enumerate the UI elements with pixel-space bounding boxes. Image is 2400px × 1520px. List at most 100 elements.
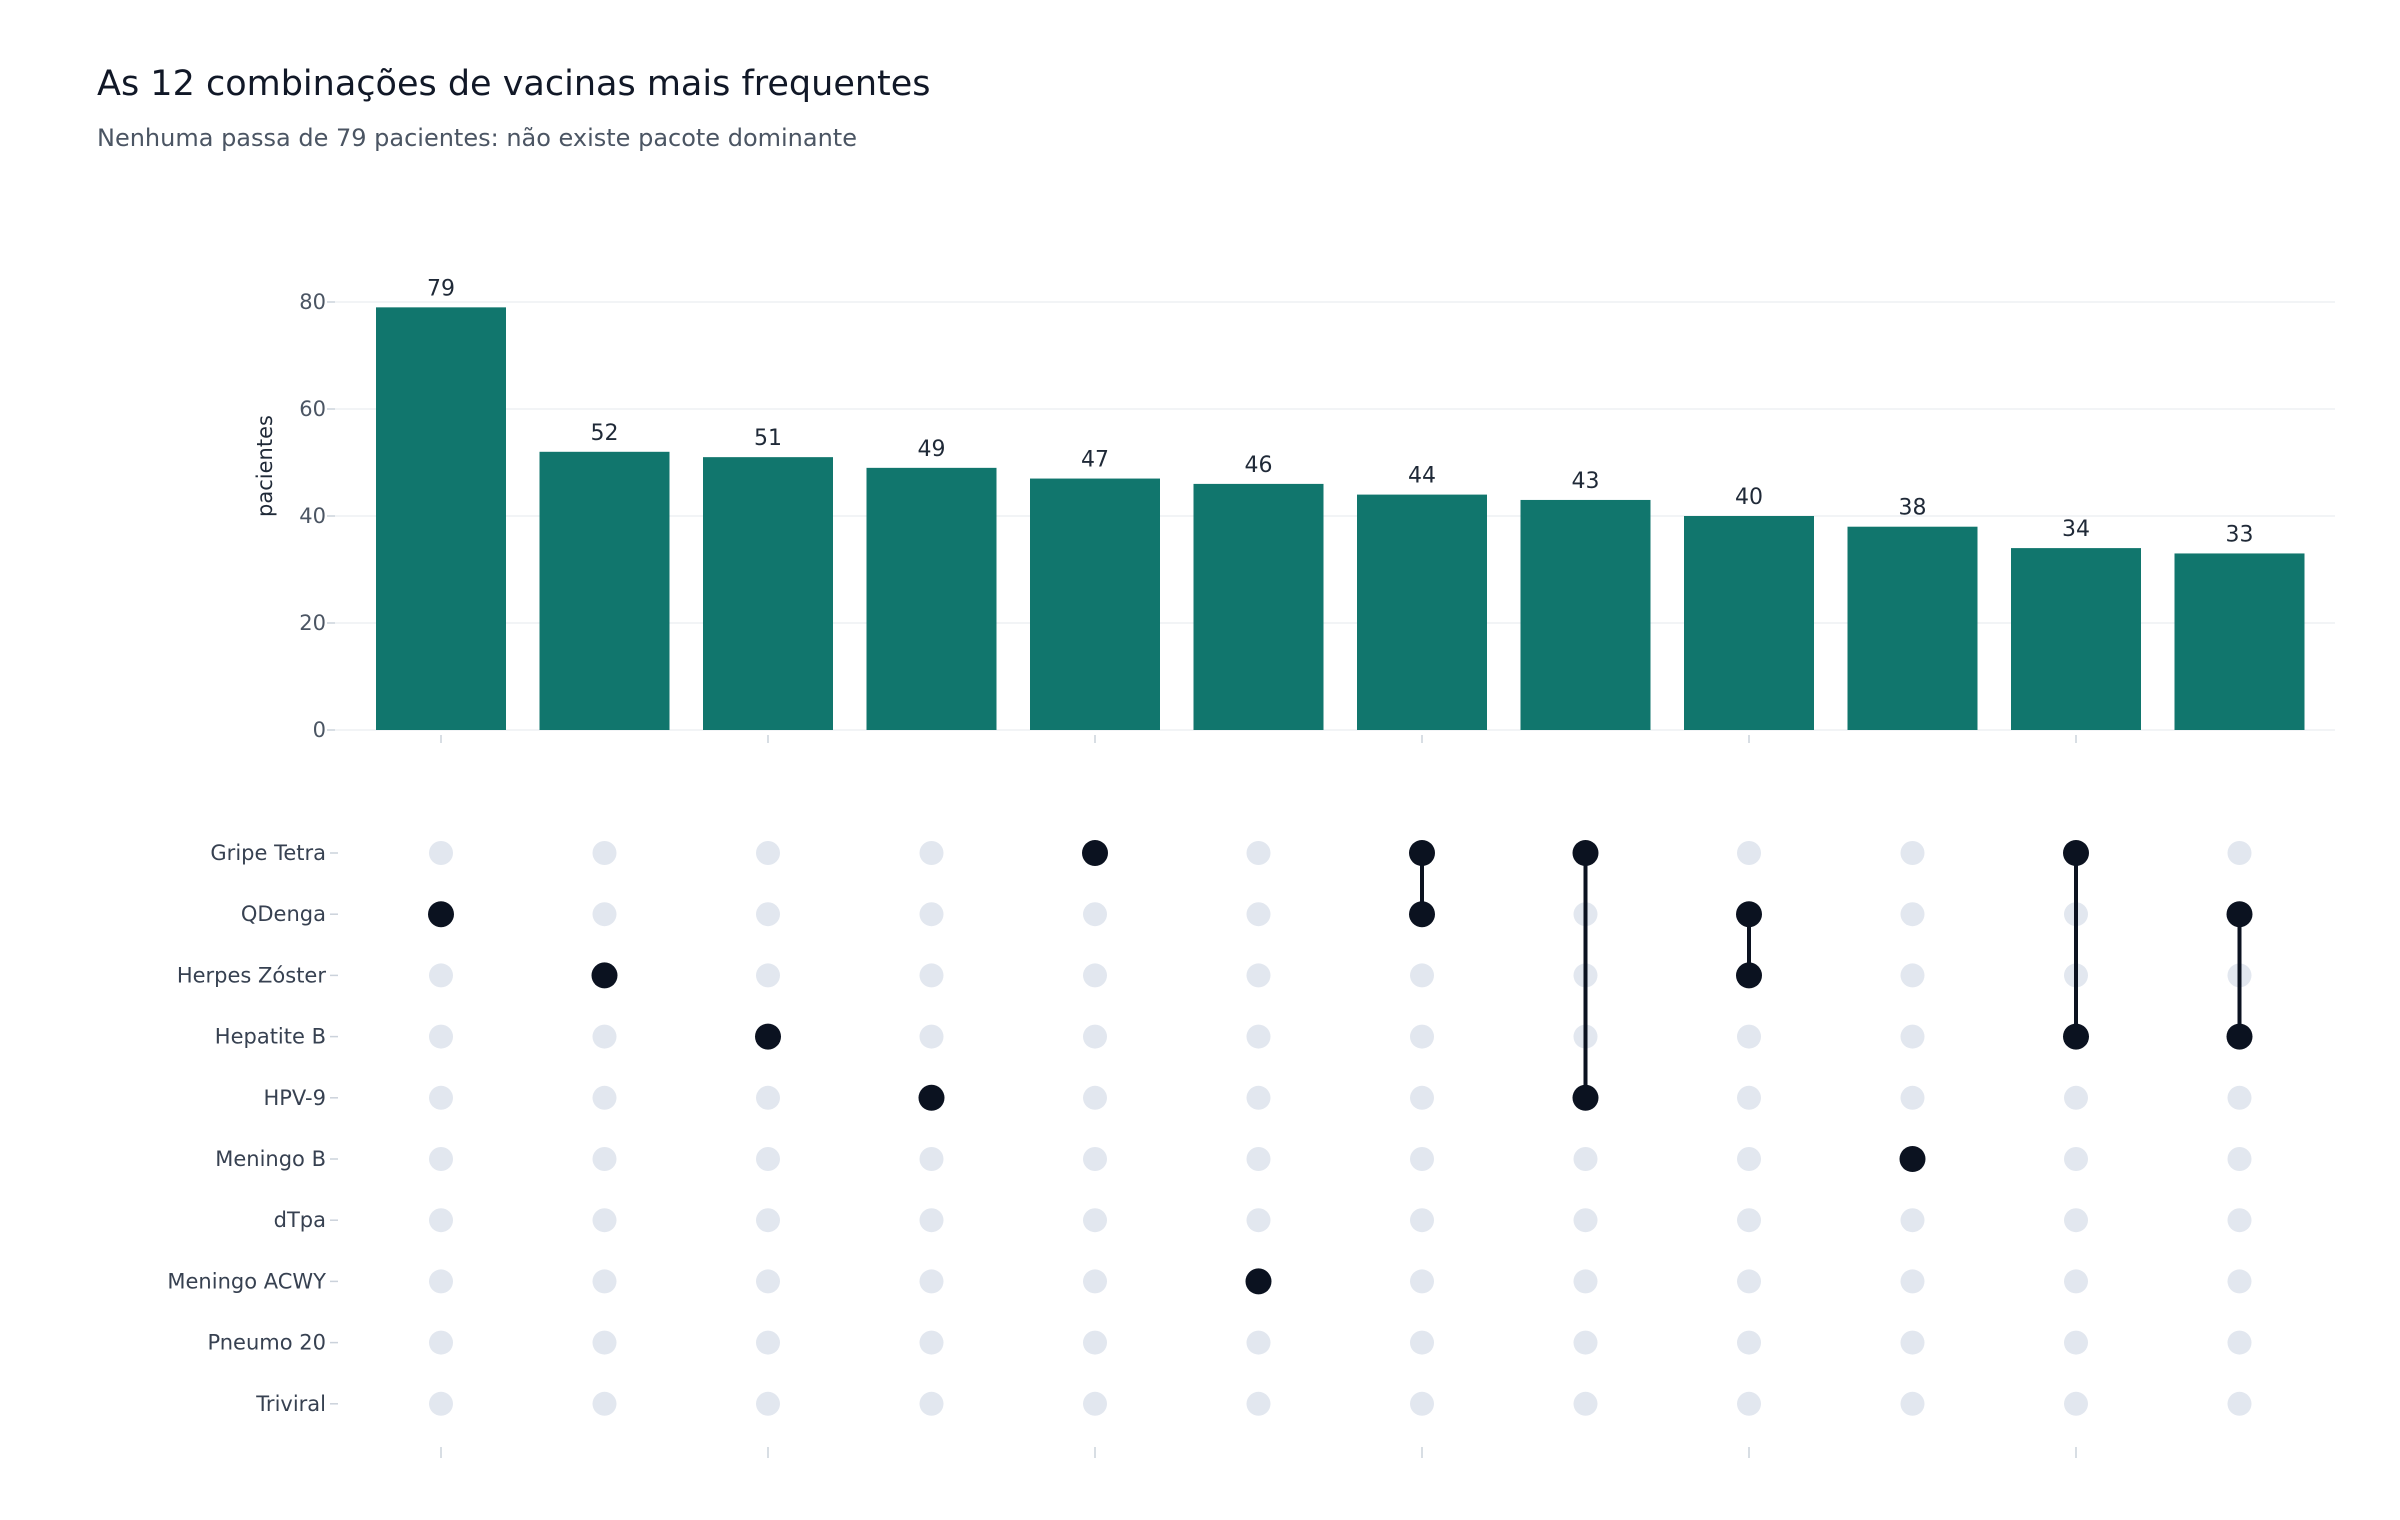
matrix-dot-inactive [1410, 1269, 1434, 1294]
matrix-dot-inactive [756, 1269, 780, 1294]
matrix-dot-inactive [2227, 1085, 2252, 1110]
matrix-dot-inactive [1410, 963, 1434, 988]
matrix-dot-inactive [1900, 1330, 1925, 1355]
bar [2011, 548, 2141, 730]
matrix-dot-inactive [2064, 1391, 2088, 1416]
matrix-dot-inactive [919, 902, 944, 927]
matrix-dot-inactive [1083, 963, 1107, 988]
matrix-dot-inactive [1410, 1330, 1434, 1355]
matrix-dot-active [2063, 1023, 2089, 1050]
matrix-dot-inactive [919, 841, 944, 865]
bar-value-label: 44 [1408, 464, 1436, 489]
matrix-dot-active [1899, 1146, 1926, 1172]
matrix-dot-inactive [919, 1391, 944, 1416]
matrix-dot-inactive [919, 1024, 944, 1049]
matrix-dot-inactive [1083, 1147, 1107, 1171]
matrix-dot-inactive [1573, 1391, 1598, 1416]
matrix-dot-inactive [756, 963, 780, 988]
bar [1030, 478, 1160, 730]
bar-value-label: 79 [427, 276, 455, 301]
set-label: HPV-9 [263, 1086, 326, 1110]
matrix-dot-inactive [1737, 1269, 1761, 1294]
matrix-dot-inactive [592, 1024, 617, 1049]
matrix-dot-inactive [1246, 1085, 1271, 1110]
y-tick-labels: 0 20 40 60 80 [299, 290, 326, 742]
matrix-dot-active [1082, 840, 1108, 866]
bar [539, 451, 670, 730]
matrix-dot-inactive [429, 1208, 453, 1233]
matrix-dot-inactive [1083, 902, 1107, 927]
matrix-dot-inactive [592, 1391, 617, 1416]
matrix-dot-inactive [592, 841, 617, 865]
matrix-dot-inactive [429, 1024, 453, 1049]
matrix-dot-inactive [1246, 1330, 1271, 1355]
matrix-dot-inactive [1083, 1269, 1107, 1294]
set-label: Meningo B [215, 1147, 326, 1171]
matrix-dot-inactive [1737, 1147, 1761, 1171]
matrix-dot-inactive [592, 1147, 617, 1171]
y-tick-label: 0 [313, 718, 326, 742]
matrix-dot-inactive [2227, 1208, 2252, 1233]
bar-value-label: 33 [2226, 522, 2254, 547]
matrix-dot-inactive [1737, 841, 1761, 865]
matrix-dot-inactive [1246, 963, 1271, 988]
bar [1684, 516, 1814, 730]
bar [1847, 526, 1978, 730]
matrix-dot-active [1409, 840, 1435, 866]
bar-value-label: 52 [591, 421, 619, 446]
matrix-dot-inactive [756, 1147, 780, 1171]
bar [1520, 499, 1651, 730]
matrix-dot-inactive [2227, 1147, 2252, 1171]
matrix-dot-inactive [1410, 1391, 1434, 1416]
matrix-dot-inactive [1737, 1024, 1761, 1049]
matrix-dot-active [1572, 1084, 1599, 1111]
chart-title: As 12 combinações de vacinas mais freque… [97, 64, 931, 104]
bar-value-label: 34 [2062, 517, 2090, 542]
matrix-dot-inactive [429, 1269, 453, 1294]
matrix-dot-inactive [1900, 1208, 1925, 1233]
bar [376, 307, 506, 730]
bar [703, 457, 833, 730]
matrix-dot-inactive [1737, 1391, 1761, 1416]
matrix-dot-active [2063, 840, 2089, 866]
chart-subtitle: Nenhuma passa de 79 pacientes: não exist… [97, 124, 857, 152]
matrix-dot-active [918, 1084, 945, 1111]
matrix-dot-inactive [919, 1269, 944, 1294]
y-tick-label: 20 [299, 611, 326, 635]
set-label: Hepatite B [215, 1025, 326, 1049]
bar-value-label: 40 [1735, 485, 1763, 510]
bar-value-label: 38 [1899, 496, 1927, 521]
matrix-dot-inactive [2064, 1330, 2088, 1355]
y-tick-label: 60 [299, 397, 326, 421]
matrix-dot-inactive [1083, 1330, 1107, 1355]
matrix-dot-inactive [1246, 1208, 1271, 1233]
matrix-dot-inactive [756, 841, 780, 865]
set-label: Pneumo 20 [207, 1331, 326, 1355]
matrix-dot-inactive [429, 1330, 453, 1355]
matrix-dot-inactive [2227, 1391, 2252, 1416]
matrix-dot-inactive [2227, 1330, 2252, 1355]
matrix-dot-inactive [1737, 1085, 1761, 1110]
matrix-layer [428, 840, 2253, 1416]
matrix-dot-inactive [592, 1085, 617, 1110]
matrix-dot-inactive [2064, 1269, 2088, 1294]
bar-value-label: 46 [1245, 453, 1273, 478]
matrix-dot-inactive [756, 1085, 780, 1110]
matrix-dot-inactive [2227, 1269, 2252, 1294]
matrix-dot-inactive [2064, 1208, 2088, 1233]
matrix-dot-inactive [1083, 1208, 1107, 1233]
matrix-dot-inactive [1083, 1085, 1107, 1110]
matrix-dot-active [2226, 901, 2253, 928]
matrix-dot-inactive [592, 1330, 617, 1355]
matrix-dot-inactive [1410, 1085, 1434, 1110]
set-label: Gripe Tetra [210, 841, 326, 865]
set-label: QDenga [241, 902, 326, 926]
matrix-dot-inactive [1900, 1024, 1925, 1049]
matrix-dot-inactive [1737, 1208, 1761, 1233]
bar-value-label: 49 [918, 437, 946, 462]
bar-value-label: 51 [754, 426, 782, 451]
matrix-dot-inactive [592, 1269, 617, 1294]
matrix-dot-inactive [1737, 1330, 1761, 1355]
matrix-dot-inactive [1900, 841, 1925, 865]
